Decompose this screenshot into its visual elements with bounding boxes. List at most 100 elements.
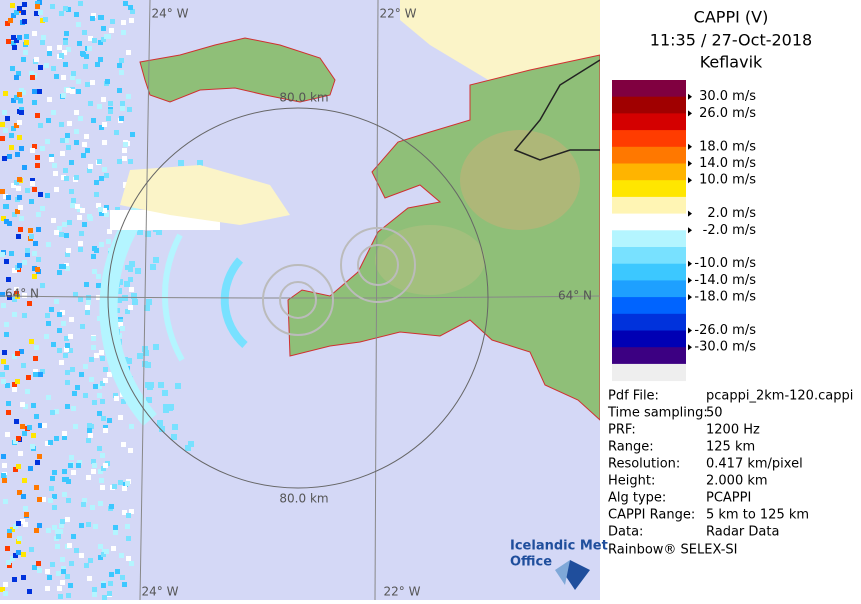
echo [116,297,122,303]
echo [64,233,69,238]
range-rings [107,107,489,489]
info-value: 2.000 km [706,474,768,489]
echo [6,39,11,44]
echo [14,291,19,296]
echo [98,501,103,506]
echo [23,522,28,527]
echo [74,12,79,17]
echo [93,384,98,389]
echo [38,123,43,128]
echo [83,393,88,398]
grid-label: 24° W [142,585,179,599]
echo [106,116,111,121]
echo [17,490,22,495]
echo [17,92,22,97]
echo [123,183,128,188]
echo [122,156,127,161]
echo [122,486,127,491]
echo [42,423,47,428]
echo [13,553,18,558]
echo [79,553,84,558]
echo [40,146,45,151]
echo [45,193,50,198]
echo [14,95,19,100]
echo [175,383,181,389]
echo [65,343,70,348]
echo [97,411,102,416]
echo [30,148,35,153]
range-ring [262,264,334,336]
echo [25,389,30,394]
echo [9,133,14,138]
echo [100,399,105,404]
echo [91,13,96,18]
echo [90,80,95,85]
echo [92,463,97,468]
echo [34,414,39,419]
info-key: Data: [608,525,643,540]
echo [40,283,45,288]
echo [67,121,72,126]
echo [12,297,17,302]
echo [1,359,6,364]
echo [50,4,55,9]
legend-label: -30.0 m/s [694,340,756,355]
echo [147,384,153,390]
echo [45,139,50,144]
echo [129,509,134,514]
echo [62,435,67,440]
echo [7,295,12,300]
echo [89,377,94,382]
echo [66,248,71,253]
grid-label: 22° W [380,7,417,21]
echo [99,242,104,247]
echo [21,575,26,580]
echo [129,424,134,429]
echo [107,418,112,423]
echo [4,365,9,370]
echo [98,469,103,474]
echo [59,232,64,237]
echo [27,425,32,430]
echo [90,16,95,21]
echo [85,148,90,153]
echo [61,175,66,180]
echo [36,561,41,566]
echo [4,322,9,327]
echo [45,586,50,591]
echo [163,407,169,413]
echo [59,122,64,127]
footer: Rainbow® SELEX-SI [608,543,738,558]
echo [120,101,125,106]
echo [98,555,103,560]
echo [51,342,56,347]
info-table: Pdf File: pcappi_2km-120.cappi Time sampli… [607,389,853,540]
echo [1,216,6,221]
echo [126,513,131,518]
echo [12,45,17,50]
echo [125,524,130,529]
echo [80,51,85,56]
echo [21,57,26,62]
legend-swatch [612,163,686,181]
echo [117,159,122,164]
legend-tick [688,143,692,150]
echo [68,583,73,588]
echo [59,360,64,365]
echo [2,350,7,355]
echo [46,321,51,326]
echo [99,350,104,355]
echo [22,165,27,170]
echo [73,424,78,429]
echo [22,293,27,298]
echo [56,571,61,576]
echo [66,498,71,503]
echo [64,138,69,143]
echo [71,470,76,475]
echo [5,432,10,437]
echo [102,167,107,172]
echo [85,82,90,87]
echo [100,453,105,458]
echo [74,140,79,145]
echo [20,424,25,429]
